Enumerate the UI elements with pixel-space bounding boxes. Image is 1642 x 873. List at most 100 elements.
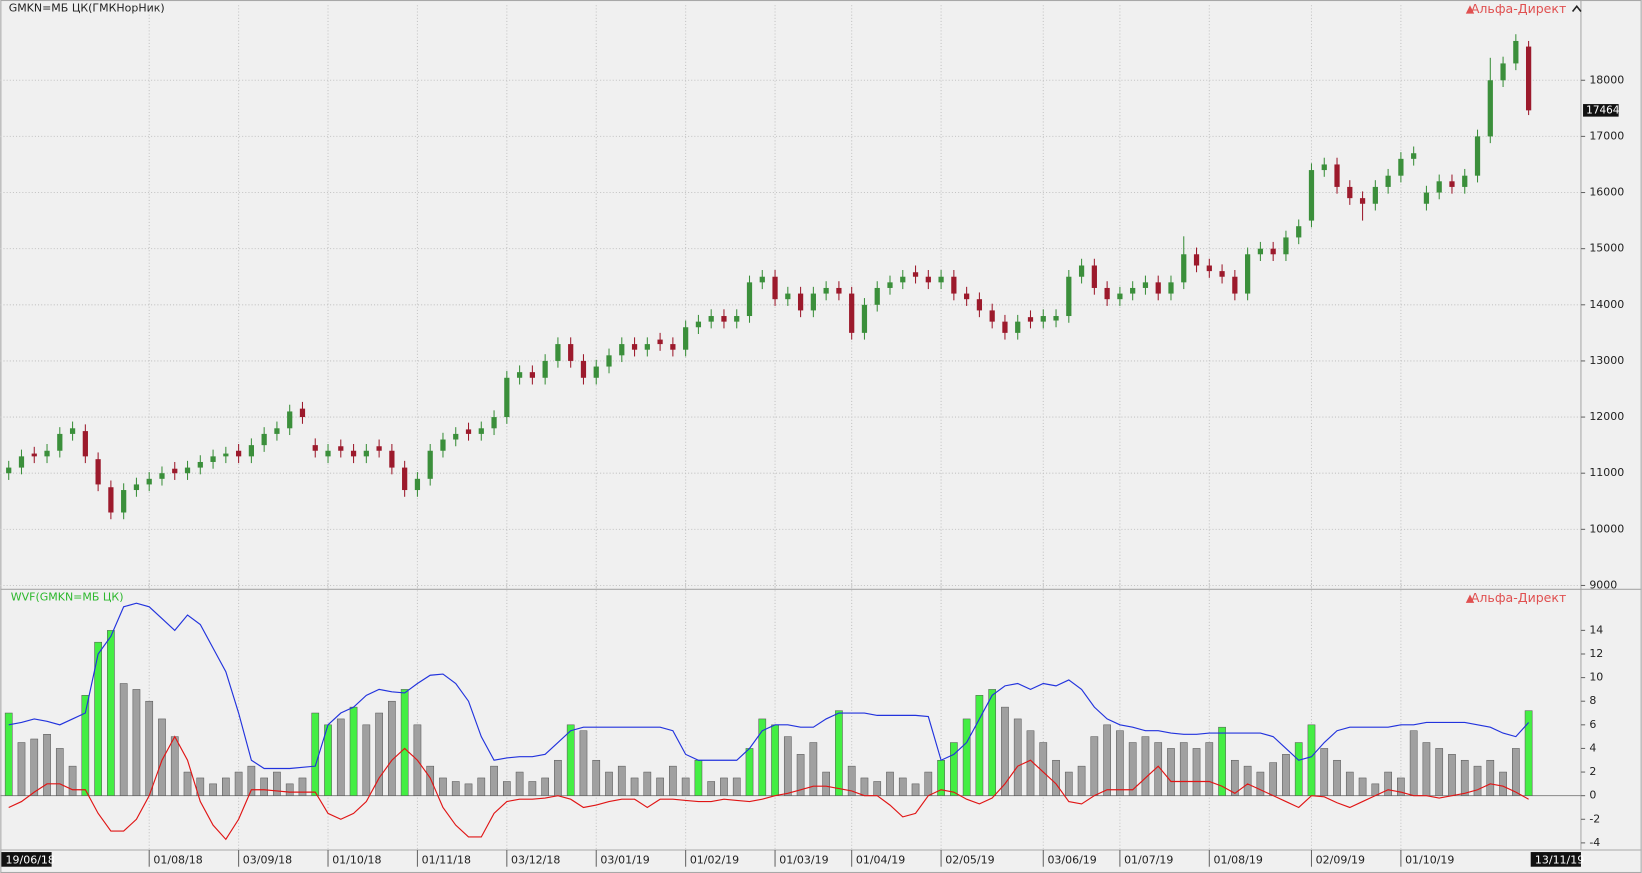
wvf-bar xyxy=(592,759,601,796)
wvf-bar xyxy=(758,718,767,796)
candle-body xyxy=(1385,175,1391,187)
candle-body xyxy=(606,355,612,367)
wvf-bar xyxy=(1103,724,1111,796)
candle-body xyxy=(44,450,50,457)
wvf-bar xyxy=(1358,777,1367,796)
candle-body xyxy=(1053,316,1059,321)
candle-body xyxy=(568,344,574,361)
wvf-bar xyxy=(988,689,997,796)
candle-body xyxy=(427,450,433,479)
wvf-bar xyxy=(1384,771,1392,796)
candle-body xyxy=(1257,248,1264,255)
candle-body xyxy=(1232,276,1238,294)
wvf-bar xyxy=(362,724,371,796)
wvf-bar xyxy=(1243,765,1252,796)
y-tick-label: 14000 xyxy=(1589,298,1624,311)
candle-body xyxy=(478,428,484,434)
wvf-bar xyxy=(1294,742,1303,796)
brand: Альфа-Директ xyxy=(1471,590,1566,605)
candle-body xyxy=(542,360,548,378)
wvf-bar xyxy=(681,777,690,796)
candle-body xyxy=(1130,287,1136,294)
wvf-bar xyxy=(809,742,818,796)
candle-body xyxy=(810,293,816,311)
wvf-bar xyxy=(1460,759,1469,796)
collapse-button[interactable] xyxy=(1571,5,1582,13)
candle-body xyxy=(6,467,12,474)
wvf-bar xyxy=(1512,748,1520,796)
wvf-bar xyxy=(975,695,984,796)
candle-body xyxy=(1500,63,1506,81)
candle-body xyxy=(172,468,178,474)
candle-body xyxy=(274,428,280,434)
x-tick-label: 01/10/18 xyxy=(332,853,381,866)
candle-body xyxy=(389,450,395,468)
candle-body xyxy=(912,272,919,277)
candle-body xyxy=(1398,158,1404,176)
candle-body xyxy=(1270,248,1276,255)
wvf-bar xyxy=(81,695,90,796)
wvf-bar xyxy=(1499,771,1507,796)
candle-body xyxy=(1142,282,1149,288)
candle-body xyxy=(69,428,76,434)
last-price-box xyxy=(1583,104,1619,117)
wvf-bar xyxy=(745,748,754,796)
candle-body xyxy=(887,282,893,288)
price-title: GMKN=МБ ЦК(ГМКНорНик) xyxy=(9,1,165,14)
wvf-bar xyxy=(1001,706,1009,796)
candle-body xyxy=(951,276,957,294)
wvf-bar xyxy=(1077,765,1086,796)
candle-body xyxy=(248,445,255,457)
wvf-bar xyxy=(400,689,409,796)
x-tick-label: 01/02/19 xyxy=(690,853,739,866)
wvf-bar xyxy=(260,777,268,796)
date-box xyxy=(1,852,52,867)
candle-body xyxy=(1436,181,1442,193)
candle-body xyxy=(453,433,459,440)
wvf-bar xyxy=(1307,724,1316,796)
candle-body xyxy=(746,282,753,317)
wvf-bar xyxy=(285,783,294,796)
y-tick-label: 16000 xyxy=(1589,186,1624,199)
wvf-bar xyxy=(426,765,435,796)
candle-body xyxy=(1411,153,1417,159)
candle-body xyxy=(133,484,140,491)
wvf-bar xyxy=(822,771,830,796)
y-tick-label: 17000 xyxy=(1589,129,1624,142)
wvf-bar xyxy=(439,777,447,796)
candle-body xyxy=(376,446,382,451)
y-tick-label: 13000 xyxy=(1589,354,1624,367)
wvf-bar xyxy=(247,765,256,796)
wvf-bar xyxy=(145,700,154,796)
wvf-bar xyxy=(1218,726,1226,796)
candle-body xyxy=(631,344,638,350)
wvf-bar xyxy=(1192,748,1201,796)
y-tick-label: 6 xyxy=(1589,718,1596,731)
candle-body xyxy=(1027,317,1034,322)
wvf-bar xyxy=(656,777,664,796)
candle-body xyxy=(874,287,880,305)
candle-body xyxy=(108,487,114,513)
candle-body xyxy=(580,360,587,378)
candle-body xyxy=(759,276,765,283)
candle-body xyxy=(772,276,778,300)
y-tick-label: 18000 xyxy=(1589,73,1624,86)
candle-body xyxy=(823,287,829,294)
y-tick-label: 10000 xyxy=(1589,522,1624,535)
wvf-bar xyxy=(873,781,882,796)
x-tick-label: 01/08/19 xyxy=(1213,853,1262,866)
wvf-bar xyxy=(1231,759,1239,796)
wvf-bar xyxy=(541,777,549,796)
x-tick-label: 01/08/18 xyxy=(153,853,202,866)
candle-body xyxy=(1040,316,1046,322)
candle-body xyxy=(593,366,599,378)
wvf-bar xyxy=(107,630,115,796)
y-tick-label: 8 xyxy=(1589,694,1596,707)
candle-body xyxy=(261,433,267,446)
wvf-bar xyxy=(886,771,894,796)
candle-body xyxy=(82,431,88,457)
candle-body xyxy=(900,276,906,283)
brand-logo xyxy=(1465,594,1475,603)
wvf-bar xyxy=(617,765,626,796)
